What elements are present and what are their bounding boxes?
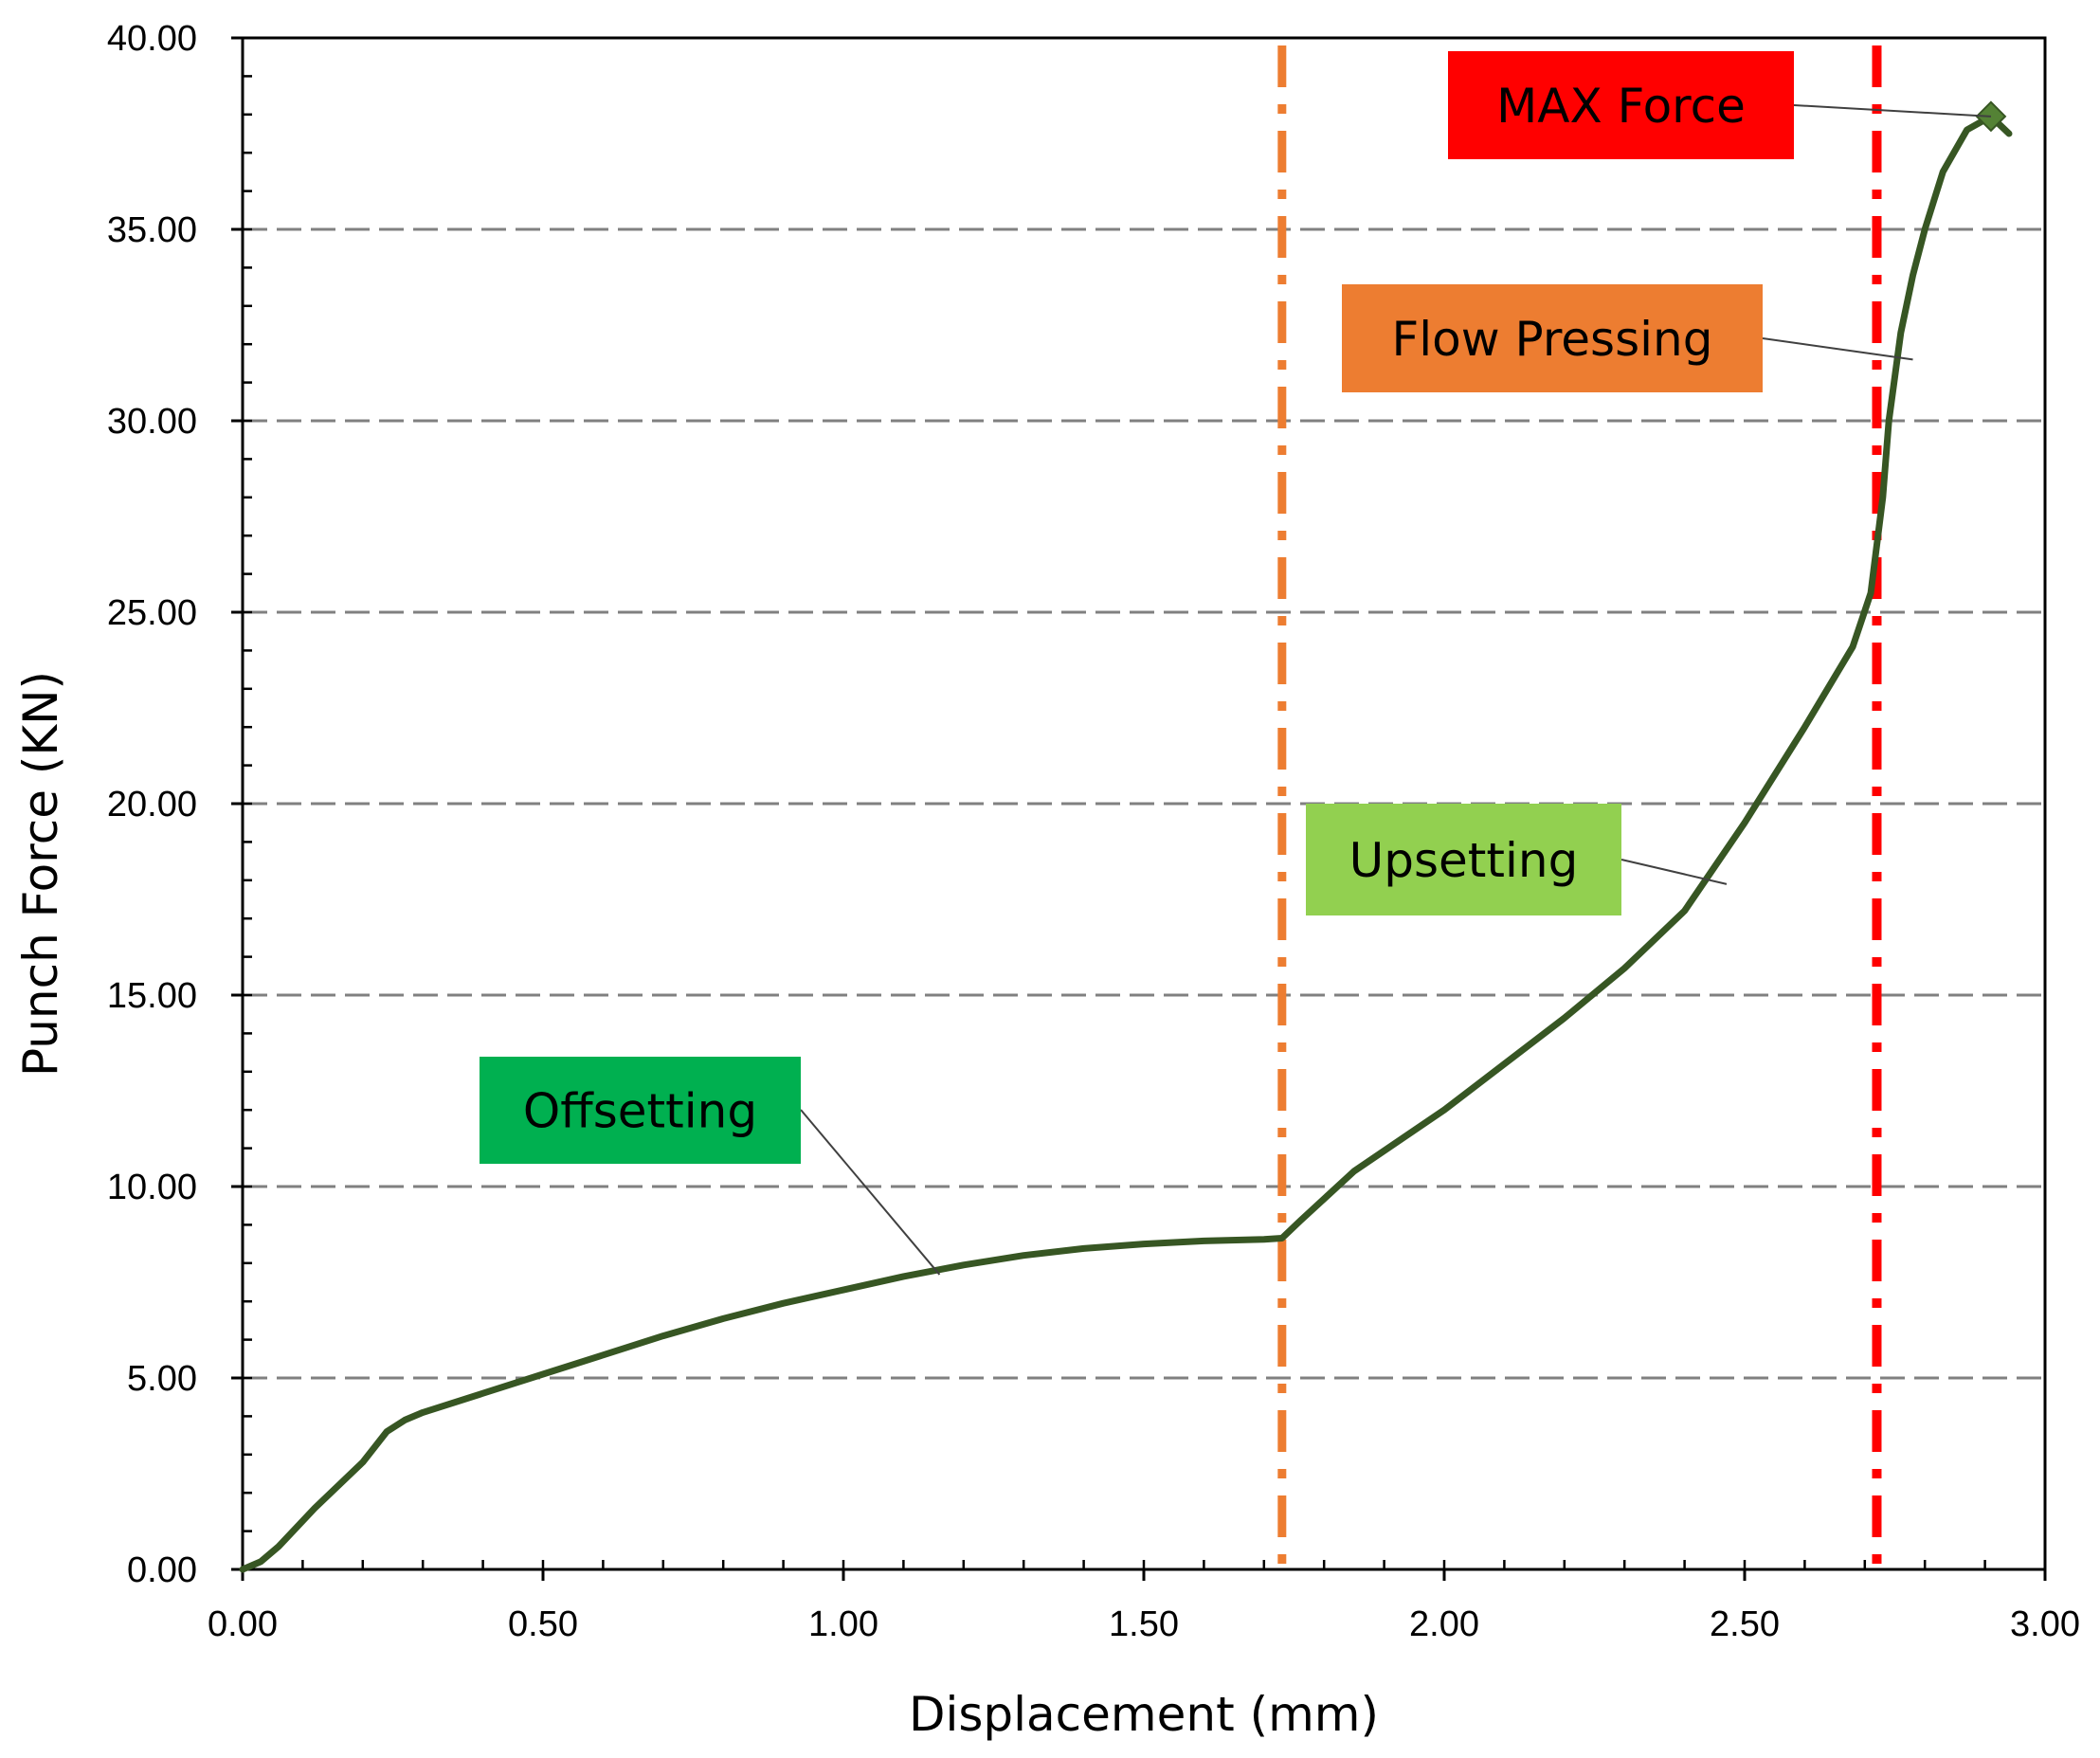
y-tick-label: 0.00: [127, 1550, 197, 1590]
x-tick-label: 1.00: [808, 1604, 878, 1644]
gridlines: [243, 36, 2045, 1380]
y-tick-label: 5.00: [127, 1359, 197, 1399]
y-tick-label: 40.00: [107, 19, 197, 59]
series-line: [239, 113, 2013, 1573]
x-axis-title: Displacement (mm): [909, 1687, 1379, 1742]
annotation-max-force: MAX Force: [1448, 51, 1991, 159]
y-tick-label: 20.00: [107, 785, 197, 825]
x-tick-label: 3.00: [2010, 1604, 2080, 1644]
leader-line: [1793, 104, 1991, 118]
label-box: [1448, 51, 1794, 159]
label-text: Upsetting: [1349, 833, 1579, 888]
label-text: Offsetting: [523, 1084, 757, 1139]
x-tick-label: 0.50: [508, 1604, 578, 1644]
x-tick-labels: 0.00 0.50 1.00 1.50 2.00 2.50 3.00: [208, 1604, 2080, 1644]
annotation-flow-pressing: Flow Pressing: [1342, 284, 1913, 392]
max-point-marker: [1975, 100, 2007, 133]
x-tick-label: 0.00: [208, 1604, 278, 1644]
y-tick-label: 35.00: [107, 210, 197, 250]
leader-line: [1762, 337, 1913, 361]
y-axis-title: Punch Force (KN): [13, 671, 68, 1077]
leader-line: [800, 1109, 941, 1276]
x-tick-label: 2.00: [1409, 1604, 1479, 1644]
label-box: [480, 1057, 801, 1164]
y-tick-label: 15.00: [107, 976, 197, 1016]
x-tick-label: 1.50: [1109, 1604, 1179, 1644]
label-text: MAX Force: [1496, 79, 1746, 134]
y-tick-label: 10.00: [107, 1168, 197, 1207]
label-text: Flow Pressing: [1392, 312, 1713, 367]
y-tick-label: 25.00: [107, 593, 197, 633]
leader-line: [1620, 859, 1728, 885]
annotations: MAX Force Flow Pressing Upsetting Offsettin…: [480, 51, 1991, 1276]
label-box: [1342, 284, 1763, 392]
data-series: [239, 100, 2013, 1573]
annotation-offsetting: Offsetting: [480, 1057, 941, 1276]
x-tick-label: 2.50: [1710, 1604, 1780, 1644]
annotation-upsetting: Upsetting: [1306, 804, 1728, 915]
y-tick-label: 30.00: [107, 402, 197, 442]
y-tick-labels: 0.00 5.00 10.00 15.00 20.00 25.00 30.00 35.00 40…: [107, 19, 197, 1590]
label-box: [1306, 804, 1621, 915]
tick-marks: [231, 36, 2047, 1581]
